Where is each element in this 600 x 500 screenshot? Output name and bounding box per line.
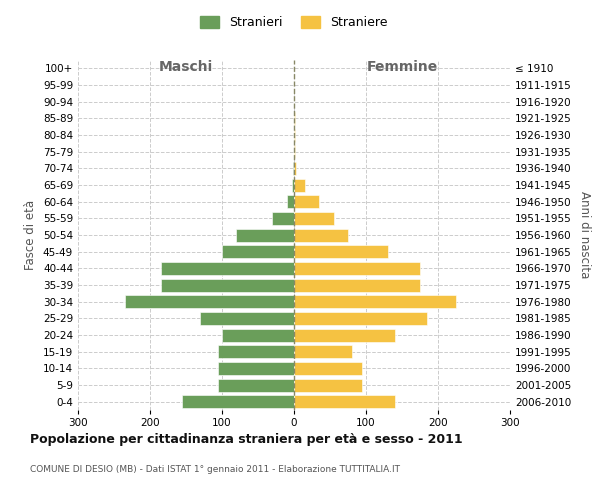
Bar (294, 362, 362, 375)
Text: COMUNE DI DESIO (MB) - Dati ISTAT 1° gennaio 2011 - Elaborazione TUTTITALIA.IT: COMUNE DI DESIO (MB) - Dati ISTAT 1° gen… (30, 466, 400, 474)
Bar (294, 312, 427, 325)
Text: Femmine: Femmine (367, 60, 437, 74)
Bar (294, 228, 348, 241)
Bar (294, 162, 296, 175)
Bar (294, 328, 395, 342)
Bar (222, 245, 294, 258)
Bar (294, 378, 362, 392)
Bar (294, 262, 420, 275)
Bar (294, 212, 334, 225)
Bar (272, 212, 294, 225)
Bar (222, 328, 294, 342)
Bar (236, 228, 294, 241)
Text: Popolazione per cittadinanza straniera per età e sesso - 2011: Popolazione per cittadinanza straniera p… (30, 432, 463, 446)
Bar (294, 345, 352, 358)
Bar (218, 345, 294, 358)
Legend: Stranieri, Straniere: Stranieri, Straniere (196, 11, 392, 34)
Bar (200, 312, 294, 325)
Bar (218, 362, 294, 375)
Bar (294, 128, 295, 141)
Bar (294, 112, 295, 125)
Bar (161, 278, 294, 291)
Bar (294, 195, 319, 208)
Bar (294, 295, 456, 308)
Bar (292, 178, 294, 192)
Y-axis label: Anni di nascita: Anni di nascita (578, 192, 591, 278)
Bar (294, 145, 295, 158)
Bar (294, 178, 305, 192)
Y-axis label: Fasce di età: Fasce di età (25, 200, 37, 270)
Bar (161, 262, 294, 275)
Bar (287, 195, 294, 208)
Bar (294, 395, 395, 408)
Bar (294, 245, 388, 258)
Bar (294, 278, 420, 291)
Bar (293, 162, 294, 175)
Bar (218, 378, 294, 392)
Text: Maschi: Maschi (159, 60, 213, 74)
Bar (125, 295, 294, 308)
Bar (182, 395, 294, 408)
